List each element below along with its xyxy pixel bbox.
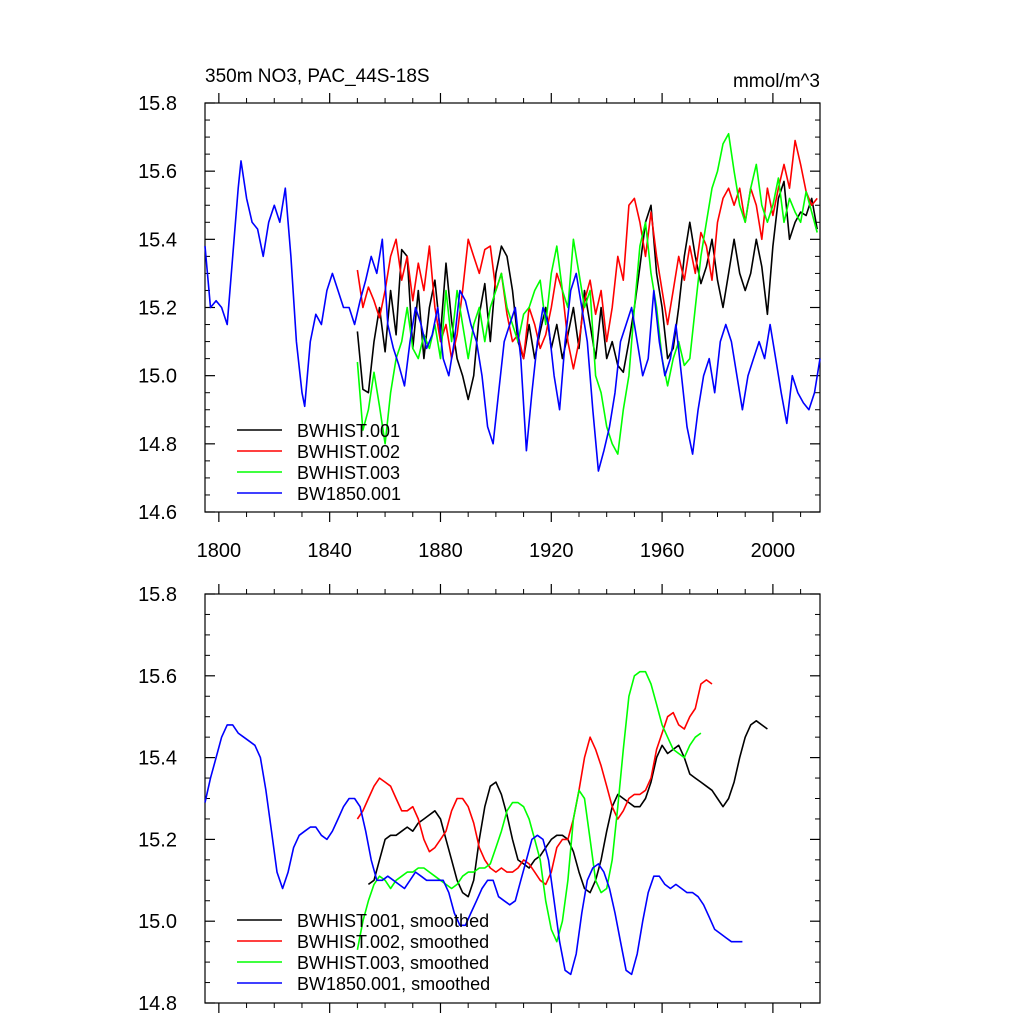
legend-label: BWHIST.003 (297, 463, 400, 483)
top-panel: 350m NO3, PAC_44S-18S mmol/m^3 14.6 14.8 1… (138, 66, 821, 562)
y-tick-label: 15.8 (138, 584, 177, 606)
legend-label: BWHIST.003, smoothed (297, 953, 489, 973)
y-tick-label: 15.4 (138, 748, 177, 770)
legend-label: BWHIST.001 (297, 421, 400, 441)
legend-label: BWHIST.001, smoothed (297, 911, 489, 931)
y-tick-label: 14.6 (138, 502, 177, 524)
x-tick-label: 1880 (418, 540, 463, 562)
y-tick-label: 15.2 (138, 298, 177, 320)
legend-label: BWHIST.002, smoothed (297, 932, 489, 952)
y-tick-label: 14.8 (138, 434, 177, 456)
y-tick-label: 15.4 (138, 229, 177, 251)
x-tick-label: 2000 (751, 540, 796, 562)
series-line-3 (356, 132, 818, 455)
series-line-1 (356, 180, 818, 401)
x-tick-label: 1800 (197, 540, 242, 562)
series-line-4 (204, 724, 743, 976)
series-line-3 (356, 670, 702, 950)
series-line-2 (356, 139, 818, 370)
chart-title: 350m NO3, PAC_44S-18S (205, 66, 430, 87)
series-line-4 (204, 160, 821, 472)
units-label: mmol/m^3 (733, 71, 820, 92)
series-line-2 (356, 679, 713, 886)
x-tick-label: 1920 (529, 540, 574, 562)
y-tick-label: 14.8 (138, 993, 177, 1015)
y-tick-label: 15.6 (138, 666, 177, 688)
x-tick-label: 1840 (307, 540, 352, 562)
y-tick-label: 15.2 (138, 829, 177, 851)
y-tick-label: 15.0 (138, 911, 177, 933)
legend-label: BWHIST.002 (297, 442, 400, 462)
y-tick-label: 15.6 (138, 161, 177, 183)
y-tick-label: 15.0 (138, 366, 177, 388)
x-tick-label: 1960 (640, 540, 685, 562)
bottom-panel: 14.8 15.0 15.2 15.4 15.6 15.8 BWHIST.001, smoo… (138, 584, 821, 1015)
legend-label: BW1850.001, smoothed (297, 974, 490, 994)
legend-label: BW1850.001 (297, 484, 401, 504)
y-tick-label: 15.8 (138, 93, 177, 115)
